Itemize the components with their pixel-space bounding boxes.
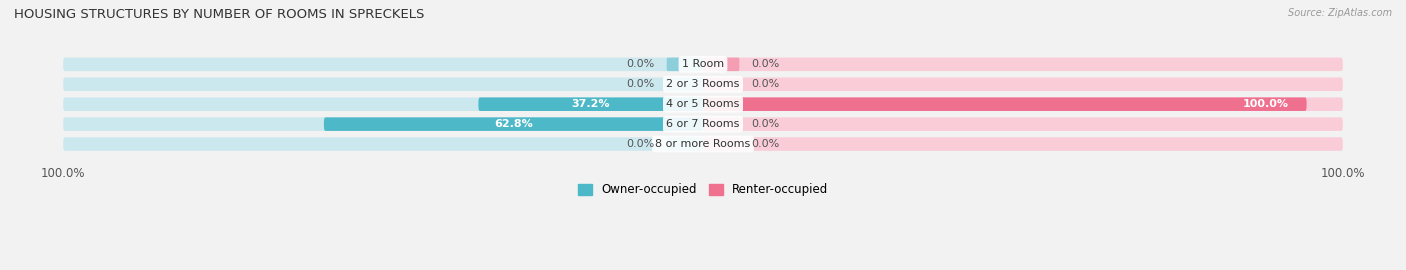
Text: 0.0%: 0.0% <box>751 79 779 89</box>
FancyBboxPatch shape <box>478 97 703 111</box>
Text: 37.2%: 37.2% <box>571 99 610 109</box>
FancyBboxPatch shape <box>666 77 703 91</box>
Text: 1 Room: 1 Room <box>682 59 724 69</box>
FancyBboxPatch shape <box>63 58 703 71</box>
Text: HOUSING STRUCTURES BY NUMBER OF ROOMS IN SPRECKELS: HOUSING STRUCTURES BY NUMBER OF ROOMS IN… <box>14 8 425 21</box>
FancyBboxPatch shape <box>703 97 1343 111</box>
Text: 0.0%: 0.0% <box>751 139 779 149</box>
Text: 0.0%: 0.0% <box>751 119 779 129</box>
Text: 62.8%: 62.8% <box>494 119 533 129</box>
Legend: Owner-occupied, Renter-occupied: Owner-occupied, Renter-occupied <box>572 178 834 201</box>
FancyBboxPatch shape <box>63 97 703 111</box>
Text: 2 or 3 Rooms: 2 or 3 Rooms <box>666 79 740 89</box>
Text: 6 or 7 Rooms: 6 or 7 Rooms <box>666 119 740 129</box>
FancyBboxPatch shape <box>666 137 703 151</box>
Text: 0.0%: 0.0% <box>627 139 655 149</box>
FancyBboxPatch shape <box>703 137 1343 151</box>
FancyBboxPatch shape <box>323 117 703 131</box>
FancyBboxPatch shape <box>63 117 703 131</box>
Text: 0.0%: 0.0% <box>751 59 779 69</box>
FancyBboxPatch shape <box>703 77 740 91</box>
Text: Source: ZipAtlas.com: Source: ZipAtlas.com <box>1288 8 1392 18</box>
FancyBboxPatch shape <box>703 137 740 151</box>
FancyBboxPatch shape <box>63 77 703 91</box>
FancyBboxPatch shape <box>703 117 1343 131</box>
Text: 100.0%: 100.0% <box>1243 99 1288 109</box>
FancyBboxPatch shape <box>703 58 1343 71</box>
Text: 4 or 5 Rooms: 4 or 5 Rooms <box>666 99 740 109</box>
FancyBboxPatch shape <box>703 58 740 71</box>
Text: 0.0%: 0.0% <box>627 79 655 89</box>
Text: 0.0%: 0.0% <box>627 59 655 69</box>
Text: 8 or more Rooms: 8 or more Rooms <box>655 139 751 149</box>
FancyBboxPatch shape <box>63 137 703 151</box>
FancyBboxPatch shape <box>703 97 1306 111</box>
FancyBboxPatch shape <box>703 117 740 131</box>
FancyBboxPatch shape <box>703 77 1343 91</box>
FancyBboxPatch shape <box>666 58 703 71</box>
